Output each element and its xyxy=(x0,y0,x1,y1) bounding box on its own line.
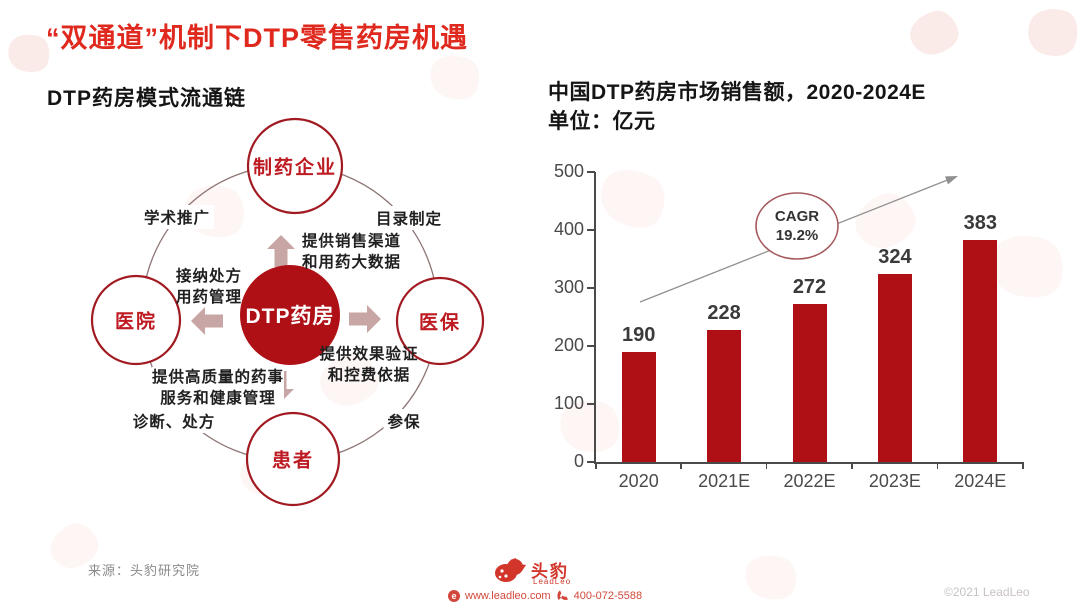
bar-2024E xyxy=(963,240,998,462)
x-axis-tick xyxy=(680,462,682,469)
y-axis-tick xyxy=(587,171,595,173)
caption-to-hospital-line1: 接纳处方 xyxy=(175,268,243,285)
bar-value-2020: 190 xyxy=(622,324,656,346)
x-axis-tick xyxy=(851,462,853,469)
page-title: “双通道”机制下DTP零售药房机遇 xyxy=(46,23,468,53)
y-axis-label-300: 300 xyxy=(553,277,584,297)
brand-name-en: LeadLeo xyxy=(533,577,572,586)
y-axis-label-100: 100 xyxy=(553,393,584,413)
y-axis-label-400: 400 xyxy=(553,219,584,239)
node-label-pharma-company: 制药企业 xyxy=(252,157,338,179)
x-axis-tick xyxy=(936,462,939,469)
cagr-annotation: CAGR 19.2% xyxy=(775,207,819,245)
node-label-insurance: 医保 xyxy=(418,312,462,334)
x-axis-label-2024E: 2024E xyxy=(954,471,1007,491)
bar-chart-plot: 190 2020 228 2021E 272 2022E 324 2023E 383 2024E 0… xyxy=(554,161,1024,491)
ring-label-academic-promotion: 学术推广 xyxy=(139,205,215,229)
caption-to-pharma-line2: 和用药大数据 xyxy=(302,254,402,271)
caption-to-hospital-line2: 用药管理 xyxy=(175,289,243,306)
bar-value-2022E: 272 xyxy=(792,276,827,298)
y-axis-tick xyxy=(587,345,595,347)
caption-to-insurance-line2: 和控费依据 xyxy=(327,367,411,384)
node-label-patient: 患者 xyxy=(271,450,315,472)
bar-value-2023E: 324 xyxy=(878,246,912,268)
arrow-left-icon xyxy=(191,307,223,335)
chart-title: 中国DTP药房市场销售额，2020-2024E 单位：亿元 xyxy=(548,78,926,136)
source-note: 来源：头豹研究院 xyxy=(88,563,201,578)
x-axis-label-2021E: 2021E xyxy=(698,471,751,491)
bar-2021E xyxy=(707,330,742,462)
chart-unit-label: 单位：亿元 xyxy=(548,110,656,133)
bar-2023E xyxy=(877,274,912,462)
leopard-watermark xyxy=(423,47,487,107)
node-label-hospital: 医院 xyxy=(114,311,158,333)
y-axis-tick xyxy=(587,461,595,463)
copyright: ©2021 LeadLeo xyxy=(944,585,1030,599)
footer-website[interactable]: www.leadleo.com xyxy=(465,589,551,602)
bar-value-2021E: 228 xyxy=(707,302,741,324)
x-axis-tick xyxy=(1022,462,1024,469)
y-axis-label-200: 200 xyxy=(553,335,584,355)
phone-icon xyxy=(557,590,568,600)
caption-to-patient-line2: 服务和健康管理 xyxy=(160,390,276,407)
bar-2022E xyxy=(792,304,827,462)
ring-label-enrollment: 参保 xyxy=(383,409,425,433)
caption-to-pharma-line1: 提供销售渠道 xyxy=(302,233,402,250)
caption-to-patient: 提供高质量的药事 服务和健康管理 xyxy=(151,367,285,409)
arrow-right-icon xyxy=(349,305,381,333)
x-axis-label-2023E: 2023E xyxy=(868,471,921,491)
footer-contact: e www.leadleo.com 400-072-5588 xyxy=(448,589,642,602)
bar-value-2024E: 383 xyxy=(963,212,997,234)
y-axis-tick xyxy=(587,229,595,231)
bar-2020 xyxy=(621,352,656,462)
arrow-up-icon xyxy=(267,235,295,267)
leadleo-logo-icon xyxy=(495,558,526,582)
caption-to-hospital: 接纳处方 用药管理 xyxy=(176,266,242,308)
ring-label-catalog-setting: 目录制定 xyxy=(371,206,447,230)
website-icon: e xyxy=(448,589,460,602)
caption-to-pharma: 提供销售渠道 和用药大数据 xyxy=(302,231,401,273)
footer-phone: 400-072-5588 xyxy=(573,589,643,602)
ring-label-diagnosis-prescription: 诊断、处方 xyxy=(128,409,220,433)
y-axis-tick xyxy=(587,403,595,405)
y-axis-tick xyxy=(587,287,595,289)
cagr-label: CAGR xyxy=(774,208,820,225)
x-axis-label-2022E: 2022E xyxy=(783,471,836,491)
diagram-section-title: DTP药房模式流通链 xyxy=(47,87,246,110)
leopard-watermark xyxy=(905,6,963,60)
caption-to-patient-line1: 提供高质量的药事 xyxy=(151,369,285,386)
x-axis-label-2020: 2020 xyxy=(618,471,659,491)
brand-name-cn: 头豹 xyxy=(531,562,569,581)
leopard-watermark xyxy=(1021,0,1080,64)
cagr-value: 19.2% xyxy=(775,227,819,244)
x-axis-tick xyxy=(595,462,597,469)
caption-to-insurance: 提供效果验证 和控费依据 xyxy=(319,344,418,386)
leopard-watermark xyxy=(739,548,803,606)
y-axis-label-0: 0 xyxy=(573,451,584,471)
y-axis-label-500: 500 xyxy=(553,161,584,181)
chart-title-line1: 中国DTP药房市场销售额，2020-2024E xyxy=(548,81,926,104)
caption-to-insurance-line1: 提供效果验证 xyxy=(319,346,419,363)
center-label-dtp-pharmacy: DTP药房 xyxy=(245,305,335,328)
x-axis-tick xyxy=(765,462,768,469)
